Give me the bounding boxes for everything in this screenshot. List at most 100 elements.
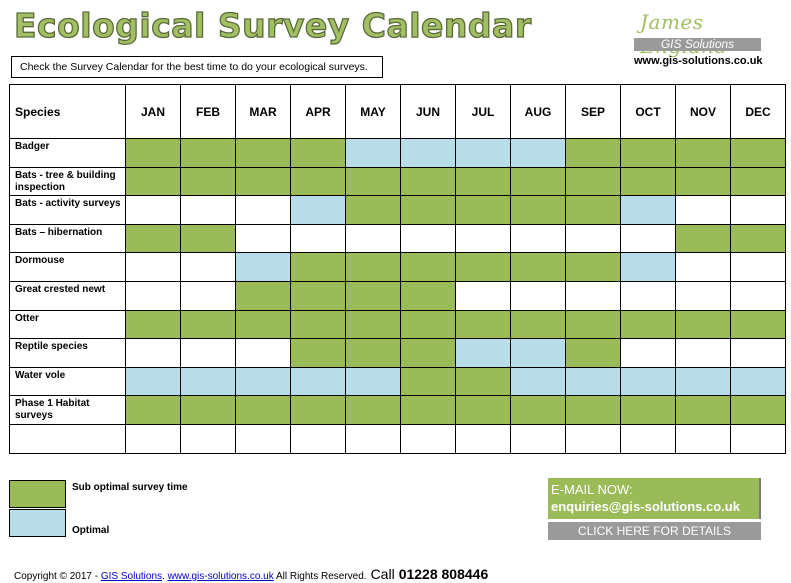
month-cell bbox=[400, 166, 456, 197]
month-cell bbox=[565, 280, 621, 311]
footer-separator: . bbox=[162, 571, 168, 582]
month-cell bbox=[730, 252, 786, 282]
month-cell bbox=[620, 280, 676, 311]
legend-optimal-swatch bbox=[9, 509, 66, 537]
month-cell bbox=[125, 252, 181, 282]
footer-call-label: Call bbox=[370, 566, 395, 582]
month-cell bbox=[565, 195, 621, 225]
month-header: FEB bbox=[180, 84, 236, 139]
month-cell bbox=[730, 280, 786, 311]
month-cell bbox=[675, 280, 731, 311]
month-header: AUG bbox=[510, 84, 566, 139]
month-cell bbox=[620, 195, 676, 225]
species-cell bbox=[9, 423, 126, 454]
month-cell bbox=[345, 423, 401, 454]
month-cell bbox=[345, 338, 401, 368]
table-row: Phase 1 Habitat surveys bbox=[9, 395, 786, 425]
month-cell bbox=[620, 423, 676, 454]
species-cell: Great crested newt bbox=[9, 280, 126, 311]
page-title: Ecological Survey Calendar bbox=[13, 5, 532, 45]
subtitle-text: Check the Survey Calendar for the best t… bbox=[11, 56, 383, 78]
month-cell bbox=[510, 223, 566, 254]
click-for-details-button[interactable]: CLICK HERE FOR DETAILS bbox=[548, 522, 761, 540]
month-cell bbox=[675, 252, 731, 282]
month-cell bbox=[290, 366, 346, 397]
month-cell bbox=[125, 223, 181, 254]
table-row: Bats – hibernation bbox=[9, 223, 786, 254]
month-cell bbox=[235, 366, 291, 397]
table-row bbox=[9, 423, 786, 454]
month-cell bbox=[510, 252, 566, 282]
table-row: Otter bbox=[9, 309, 786, 340]
month-cell bbox=[180, 223, 236, 254]
month-cell bbox=[565, 423, 621, 454]
month-cell bbox=[455, 166, 511, 197]
email-address-link[interactable]: enquiries@gis-solutions.co.uk bbox=[551, 499, 740, 514]
month-cell bbox=[565, 338, 621, 368]
month-cell bbox=[565, 138, 621, 168]
month-cell bbox=[180, 366, 236, 397]
month-cell bbox=[290, 223, 346, 254]
month-cell bbox=[675, 423, 731, 454]
footer-url-link[interactable]: www.gis-solutions.co.uk bbox=[167, 571, 274, 582]
month-cell bbox=[290, 138, 346, 168]
table-header-row: Species JAN FEB MAR APR MAY JUN JUL AUG … bbox=[9, 84, 786, 139]
month-cell bbox=[125, 280, 181, 311]
month-cell bbox=[400, 366, 456, 397]
month-cell bbox=[455, 280, 511, 311]
month-cell bbox=[235, 338, 291, 368]
month-cell bbox=[620, 252, 676, 282]
month-cell bbox=[290, 423, 346, 454]
month-cell bbox=[455, 395, 511, 425]
month-cell bbox=[345, 138, 401, 168]
month-cell bbox=[180, 195, 236, 225]
month-cell bbox=[510, 138, 566, 168]
month-cell bbox=[565, 166, 621, 197]
month-cell bbox=[455, 252, 511, 282]
month-cell bbox=[675, 395, 731, 425]
email-now-box[interactable]: E-MAIL NOW: enquiries@gis-solutions.co.u… bbox=[548, 478, 761, 519]
month-cell bbox=[455, 309, 511, 340]
month-cell bbox=[400, 223, 456, 254]
table-row: Bats - activity surveys bbox=[9, 195, 786, 225]
month-cell bbox=[675, 166, 731, 197]
month-cell bbox=[675, 366, 731, 397]
footer-gis-link[interactable]: GIS Solutions bbox=[100, 571, 163, 582]
month-cell bbox=[730, 423, 786, 454]
month-cell bbox=[290, 395, 346, 425]
month-cell bbox=[400, 138, 456, 168]
month-cell bbox=[400, 280, 456, 311]
month-cell bbox=[510, 366, 566, 397]
month-cell bbox=[180, 166, 236, 197]
footer-rights: All Rights Reserved. bbox=[273, 571, 367, 582]
month-cell bbox=[620, 223, 676, 254]
month-cell bbox=[620, 395, 676, 425]
month-cell bbox=[730, 195, 786, 225]
species-cell: Bats - tree & building inspection bbox=[9, 166, 126, 197]
month-cell bbox=[180, 280, 236, 311]
month-cell bbox=[345, 252, 401, 282]
month-header: APR bbox=[290, 84, 346, 139]
month-cell bbox=[675, 309, 731, 340]
month-cell bbox=[565, 252, 621, 282]
month-cell bbox=[180, 423, 236, 454]
month-cell bbox=[345, 309, 401, 340]
month-cell bbox=[510, 395, 566, 425]
species-cell: Phase 1 Habitat surveys bbox=[9, 395, 126, 425]
brand-url[interactable]: www.gis-solutions.co.uk bbox=[634, 55, 763, 67]
month-cell bbox=[180, 338, 236, 368]
month-cell bbox=[235, 138, 291, 168]
month-cell bbox=[345, 280, 401, 311]
month-cell bbox=[290, 252, 346, 282]
month-cell bbox=[400, 252, 456, 282]
footer-phone[interactable]: 01228 808446 bbox=[398, 566, 489, 582]
legend-sub-optimal-swatch bbox=[9, 480, 66, 508]
month-cell bbox=[730, 166, 786, 197]
month-cell bbox=[565, 309, 621, 340]
table-row: Dormouse bbox=[9, 252, 786, 282]
month-cell bbox=[620, 366, 676, 397]
month-cell bbox=[235, 309, 291, 340]
month-cell bbox=[235, 252, 291, 282]
species-cell: Bats – hibernation bbox=[9, 223, 126, 254]
month-cell bbox=[400, 338, 456, 368]
